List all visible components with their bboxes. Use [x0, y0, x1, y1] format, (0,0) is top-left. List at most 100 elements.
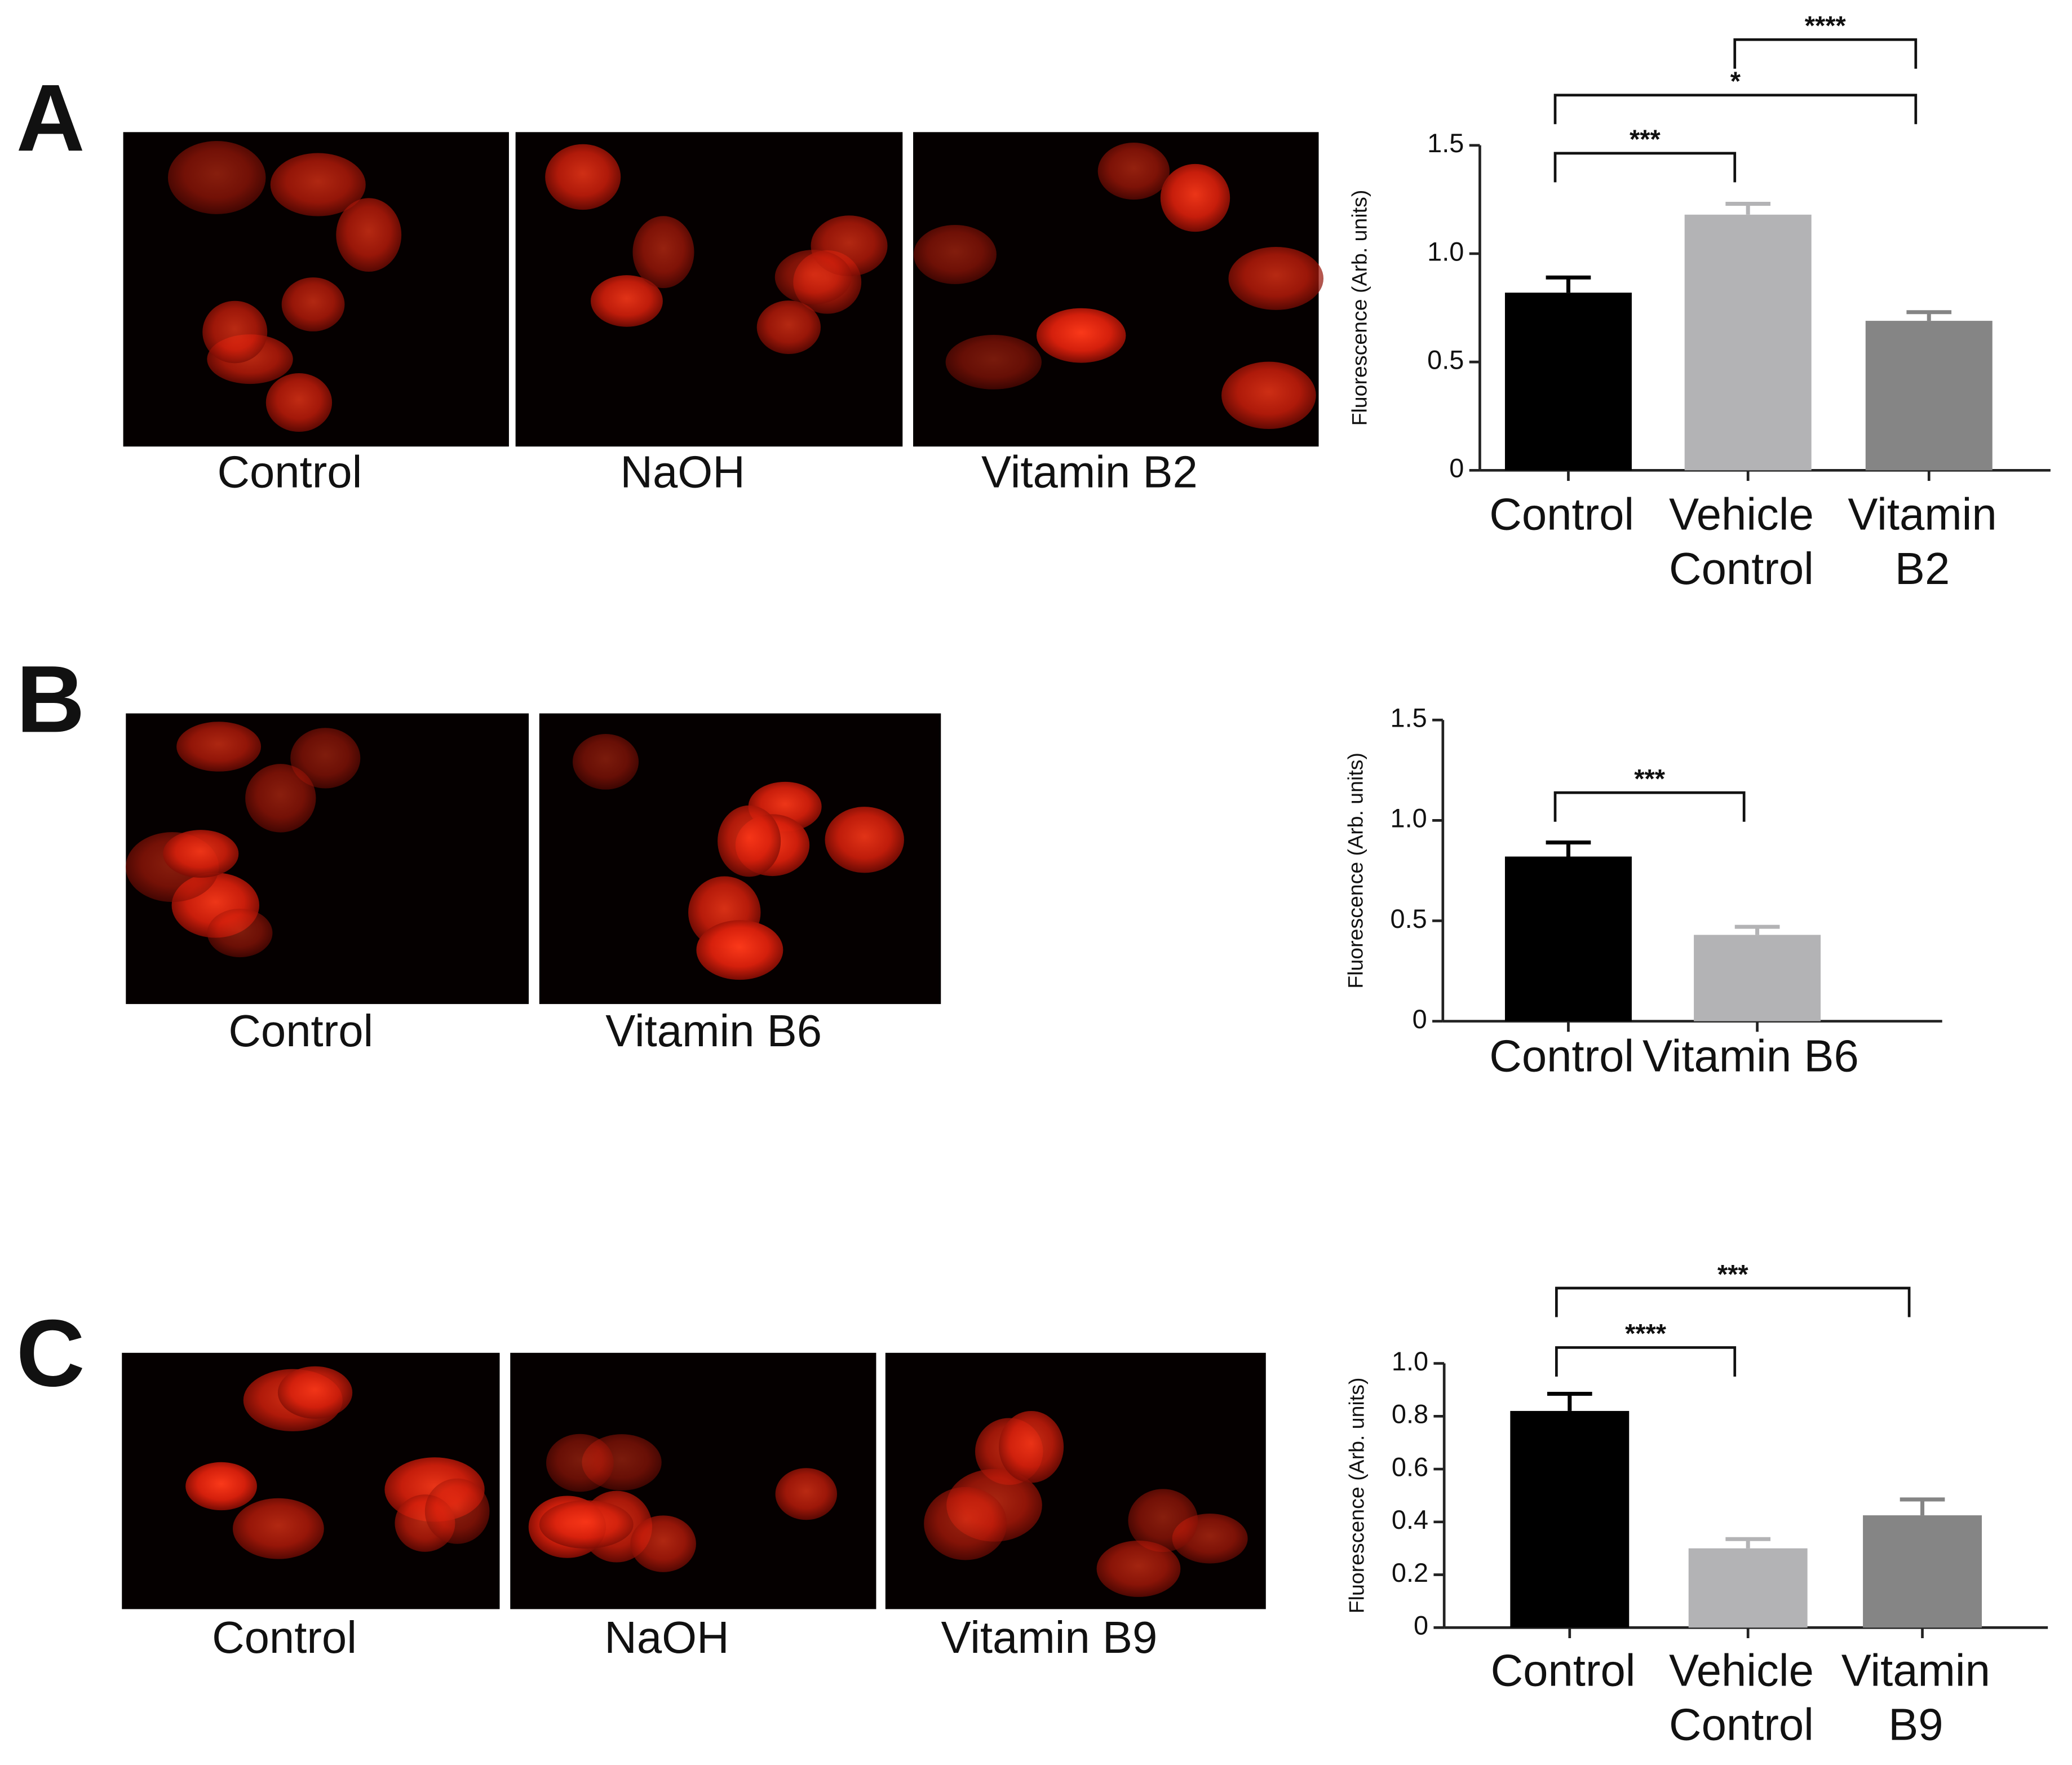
cell	[1128, 1489, 1198, 1552]
cell	[774, 250, 852, 304]
cell	[546, 1434, 614, 1492]
cell	[265, 373, 333, 432]
cell	[424, 1478, 490, 1544]
cell	[163, 830, 239, 878]
x-tick-label-line: Vitamin	[1848, 489, 1996, 539]
cell	[718, 805, 781, 877]
cell	[1036, 308, 1126, 363]
bar	[1510, 1410, 1630, 1628]
cell	[202, 300, 268, 364]
image-label: Control	[228, 1006, 373, 1056]
error-bar	[1546, 275, 1591, 293]
cell	[1228, 247, 1324, 310]
bar	[1694, 935, 1821, 1021]
cell	[1160, 163, 1230, 232]
error-bar	[1547, 1391, 1592, 1411]
cell	[281, 277, 345, 331]
cell	[1096, 1540, 1181, 1597]
x-tick-label-line: Control	[1669, 1699, 1814, 1749]
image-label: Control	[212, 1612, 357, 1662]
image-label: NaOH	[620, 447, 745, 497]
significance-bracket	[1553, 152, 1737, 183]
cell	[696, 920, 783, 980]
bar	[1504, 856, 1632, 1021]
y-tick-label: 0.5	[1427, 346, 1464, 375]
bar	[1863, 1515, 1982, 1628]
y-tick-label: 0	[1413, 1005, 1427, 1034]
cell	[913, 224, 997, 284]
cell	[1221, 361, 1316, 430]
significance-label: ***	[1634, 764, 1665, 793]
x-tick-label: Vitamin B2	[1848, 489, 1996, 594]
image-label: Vitamin B6	[605, 1006, 822, 1056]
panel-letter: C	[16, 1299, 85, 1406]
y-tick-label: 1.0	[1391, 804, 1427, 833]
significance-bracket	[1553, 94, 1918, 125]
x-tick-label: Vehicle Control	[1669, 1645, 1814, 1749]
bar	[1688, 1548, 1808, 1628]
cell	[999, 1410, 1064, 1483]
cell	[756, 300, 821, 355]
cell	[630, 1515, 696, 1572]
error-bar	[1900, 1497, 1945, 1516]
panel-letter: A	[16, 64, 85, 171]
x-tick-label: Control	[1489, 1031, 1634, 1081]
error-bar	[1725, 1537, 1771, 1549]
y-tick-label: 0.2	[1392, 1558, 1428, 1587]
y-tick-label: 1.5	[1427, 129, 1464, 158]
cell	[167, 141, 266, 214]
cell	[245, 764, 316, 833]
cell	[270, 153, 366, 216]
y-tick-label: 0	[1414, 1611, 1428, 1640]
significance-bracket	[1553, 791, 1746, 822]
cell	[176, 722, 262, 772]
cell	[207, 908, 273, 958]
image-label: Vitamin B2	[981, 447, 1198, 497]
significance-bracket	[1555, 1346, 1737, 1377]
error-bar	[1725, 202, 1771, 215]
y-tick-label: 1.5	[1391, 704, 1427, 733]
x-tick-label-line: Vehicle	[1669, 489, 1814, 539]
x-tick-label: Vehicle Control	[1669, 489, 1814, 594]
bar	[1504, 293, 1632, 471]
x-tick-label: Control	[1491, 1645, 1636, 1695]
cell	[775, 1468, 838, 1520]
significance-label: ***	[1630, 125, 1661, 154]
cell	[277, 1366, 353, 1419]
x-tick-label-line: Vitamin	[1841, 1645, 1990, 1695]
y-tick-label: 0.6	[1392, 1452, 1428, 1481]
image-label: Control	[217, 447, 362, 497]
cell	[232, 1498, 324, 1559]
x-tick-label-line: B9	[1888, 1699, 1943, 1749]
x-tick-label: Vitamin B9	[1841, 1645, 1990, 1749]
error-bar	[1734, 924, 1780, 935]
cell	[591, 275, 663, 327]
micrograph	[885, 1352, 1266, 1609]
panel-letter: B	[16, 645, 85, 752]
x-tick-label-line: Vehicle	[1669, 1645, 1814, 1695]
y-axis-label: Fluorescence (Arb. units)	[1345, 1378, 1369, 1614]
x-tick-label: Vitamin B6	[1642, 1031, 1859, 1081]
cell	[336, 198, 402, 272]
significance-bracket	[1555, 1286, 1911, 1317]
y-tick-label: 0.8	[1392, 1400, 1428, 1429]
error-bar	[1546, 841, 1591, 857]
y-tick-label: 1.0	[1392, 1347, 1428, 1376]
cell	[945, 335, 1042, 390]
y-tick-label: 0.5	[1391, 904, 1427, 934]
image-label: NaOH	[604, 1612, 729, 1662]
cell	[545, 144, 621, 210]
cell	[539, 1500, 634, 1549]
x-tick-label-line: B2	[1895, 543, 1950, 594]
x-tick-label: Control	[1489, 489, 1634, 539]
y-tick-label: 0.4	[1392, 1505, 1428, 1534]
cell	[1097, 142, 1170, 200]
significance-label: ***	[1717, 1259, 1748, 1289]
cell	[185, 1462, 257, 1511]
bar	[1684, 214, 1812, 471]
y-tick-label: 1.0	[1427, 237, 1464, 266]
cell	[290, 728, 361, 789]
cell	[825, 807, 904, 873]
y-tick-label: 0	[1449, 454, 1464, 483]
error-bar	[1906, 310, 1952, 321]
